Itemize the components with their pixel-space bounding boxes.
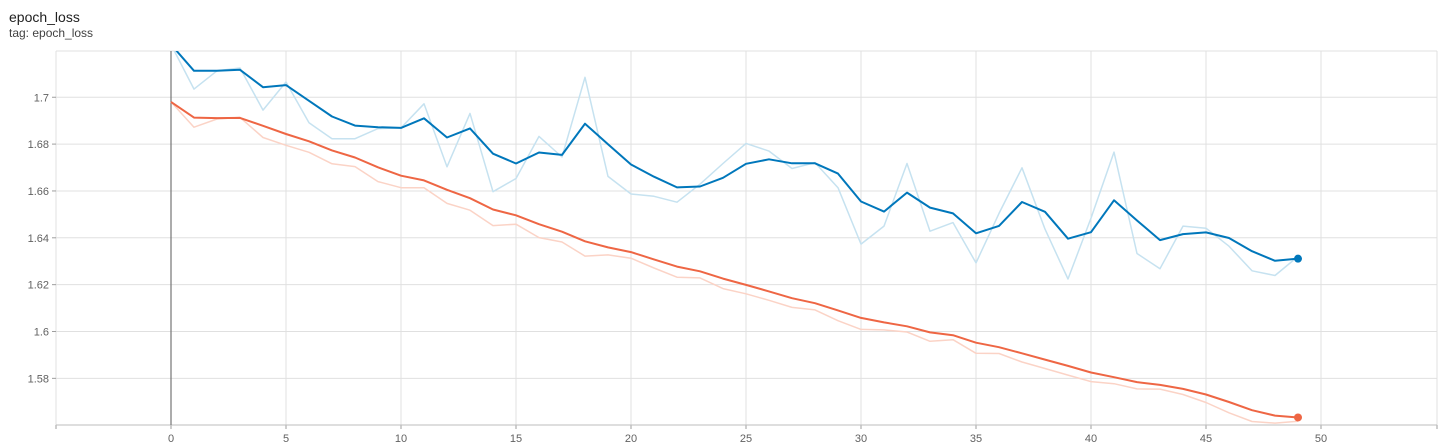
series-0-line[interactable]	[171, 45, 1299, 262]
axes	[52, 51, 1438, 429]
x-tick-label: 50	[1315, 433, 1327, 445]
x-tick-label: 35	[970, 433, 982, 445]
y-tick-label: 1.7	[34, 92, 49, 104]
x-tick-label: 5	[283, 433, 289, 445]
y-tick-label: 1.58	[28, 373, 49, 385]
chart-header: epoch_loss tag: epoch_loss	[9, 8, 93, 41]
x-tick-label: 45	[1200, 433, 1212, 445]
x-tick-label: 15	[510, 433, 522, 445]
series-1-raw-line	[170, 101, 1299, 424]
y-tick-label: 1.68	[28, 139, 49, 151]
y-tick-label: 1.66	[28, 186, 49, 198]
x-tick-label: 10	[395, 433, 407, 445]
chart-title: epoch_loss	[9, 9, 80, 25]
chart-tag: tag: epoch_loss	[9, 26, 94, 40]
y-tick-label: 1.64	[28, 233, 49, 245]
x-tick-label: 0	[168, 433, 174, 445]
tick-labels: 0 5 10 15 20 25 30 35 40 45 50 1.58 1.6 1.62 1.64 1.66 1…	[28, 92, 1328, 445]
y-tick-label: 1.6	[34, 327, 49, 339]
series-1-end-point[interactable]	[1294, 413, 1302, 422]
series-0-raw-line	[173, 51, 1299, 280]
x-tick-label: 25	[740, 433, 752, 445]
y-tick-label: 1.62	[28, 280, 49, 292]
series-1-line[interactable]	[170, 101, 1299, 419]
x-tick-label: 30	[855, 433, 867, 445]
series-0-end-point[interactable]	[1294, 254, 1302, 263]
series-lines	[170, 45, 1302, 424]
x-tick-label: 20	[625, 433, 637, 445]
x-tick-label: 40	[1085, 433, 1097, 445]
